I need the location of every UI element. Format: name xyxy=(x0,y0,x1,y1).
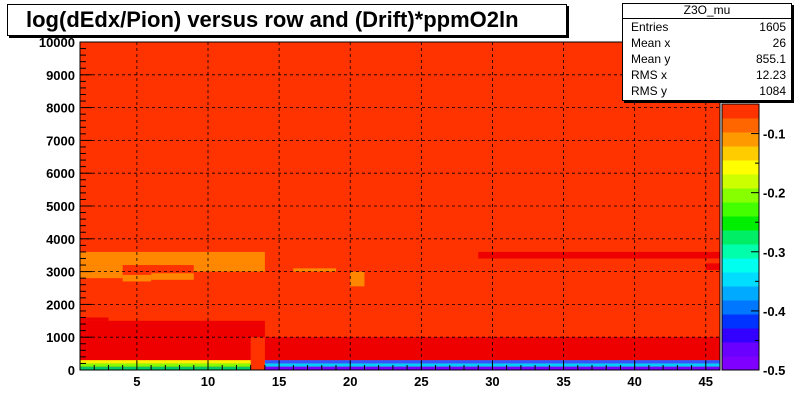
x-tick-label: 10 xyxy=(201,374,215,389)
y-tick-label: 3000 xyxy=(46,265,75,280)
palette-swatch xyxy=(722,146,759,161)
stats-value: 1084 xyxy=(759,84,786,98)
x-tick-label: 35 xyxy=(556,374,570,389)
y-tick-label: 6000 xyxy=(46,166,75,181)
heatmap-cell xyxy=(80,320,265,338)
palette-swatch xyxy=(722,188,759,203)
palette-swatch xyxy=(722,314,759,329)
stats-row-rms-x: RMS x 12.23 xyxy=(623,67,791,83)
stats-value: 1605 xyxy=(759,20,786,34)
palette-swatch xyxy=(722,160,759,175)
stats-box: Z3O_mu Entries 1605 Mean x 26 Mean y 855.1 … xyxy=(622,3,792,101)
palette-swatch xyxy=(722,328,759,343)
palette-swatch xyxy=(722,286,759,301)
palette-swatch xyxy=(722,202,759,217)
stats-row-rms-y: RMS y 1084 xyxy=(623,83,791,99)
grid-lines xyxy=(80,42,720,370)
palette-swatch xyxy=(722,104,759,119)
heatmap-cell xyxy=(705,263,720,270)
stats-row-mean-x: Mean x 26 xyxy=(623,35,791,51)
palette-swatch xyxy=(722,230,759,245)
z-tick-label: -0.4 xyxy=(763,304,786,319)
palette-swatch xyxy=(722,300,759,315)
axes: 5 10 15 20 25 30 35 40 45 0 1000 2000 3000 4000 5000 60… xyxy=(39,35,721,389)
heatmap-cell xyxy=(350,271,365,287)
heatmap-cell xyxy=(80,317,109,321)
palette-swatch xyxy=(722,132,759,147)
palette-frame xyxy=(721,103,760,371)
y-tick-label: 4000 xyxy=(46,232,75,247)
stats-label: RMS y xyxy=(631,84,667,98)
y-tick-label: 9000 xyxy=(46,68,75,83)
y-tick-label: 0 xyxy=(68,363,75,378)
stats-title: Z3O_mu xyxy=(623,4,791,19)
y-tick-label: 5000 xyxy=(46,199,75,214)
heatmap-cell xyxy=(293,268,336,272)
x-tick-label: 30 xyxy=(485,374,499,389)
heatmap-cell xyxy=(80,265,123,279)
z-tick-label: -0.1 xyxy=(763,127,785,142)
stats-label: Mean x xyxy=(631,36,671,50)
stats-label: RMS x xyxy=(631,68,667,82)
palette-swatch xyxy=(722,356,759,371)
palette-swatch xyxy=(722,174,759,189)
x-tick-label: 40 xyxy=(627,374,641,389)
z-tick-label: -0.5 xyxy=(763,363,785,378)
x-tick-label: 25 xyxy=(414,374,428,389)
x-tick-label: 20 xyxy=(343,374,357,389)
heatmap-cell xyxy=(193,265,265,272)
y-tick-label: 7000 xyxy=(46,133,75,148)
palette-swatch xyxy=(722,258,759,273)
z-tick-label: -0.3 xyxy=(763,245,785,260)
heatmap-cell xyxy=(80,42,258,252)
chart-title: log(dEdx/Pion) versus row and (Drift)*pp… xyxy=(7,4,567,36)
palette-swatch xyxy=(722,342,759,357)
y-tick-label: 2000 xyxy=(46,297,75,312)
z-tick-label: -0.2 xyxy=(763,186,785,201)
heatmap-cell xyxy=(80,360,265,364)
heatmap-cell xyxy=(80,366,265,370)
heatmap-cell xyxy=(478,251,720,259)
x-tick-label: 15 xyxy=(272,374,286,389)
color-palette: -0.1 -0.2 -0.3 -0.4 -0.5 xyxy=(721,103,786,378)
stats-label: Entries xyxy=(631,20,669,34)
stats-value: 12.23 xyxy=(755,68,786,82)
palette-swatch xyxy=(722,118,759,133)
heatmap-cell xyxy=(151,273,194,280)
heatmap-cell xyxy=(250,337,265,370)
palette-swatch xyxy=(722,272,759,287)
heatmap-cell xyxy=(80,251,265,266)
stats-label: Mean y xyxy=(631,52,671,66)
y-tick-label: 8000 xyxy=(46,101,75,116)
heatmap-cell xyxy=(80,337,265,361)
stats-value: 855.1 xyxy=(755,52,786,66)
y-tick-label: 10000 xyxy=(39,35,75,50)
y-tick-label: 1000 xyxy=(46,330,75,345)
heatmap-cell xyxy=(80,363,265,367)
palette-swatch xyxy=(722,244,759,259)
stats-row-mean-y: Mean y 855.1 xyxy=(623,51,791,67)
stats-value: 26 xyxy=(772,36,786,50)
x-tick-label: 45 xyxy=(699,374,713,389)
x-tick-label: 5 xyxy=(133,374,140,389)
stats-row-entries: Entries 1605 xyxy=(623,19,791,35)
palette-swatch xyxy=(722,216,759,231)
